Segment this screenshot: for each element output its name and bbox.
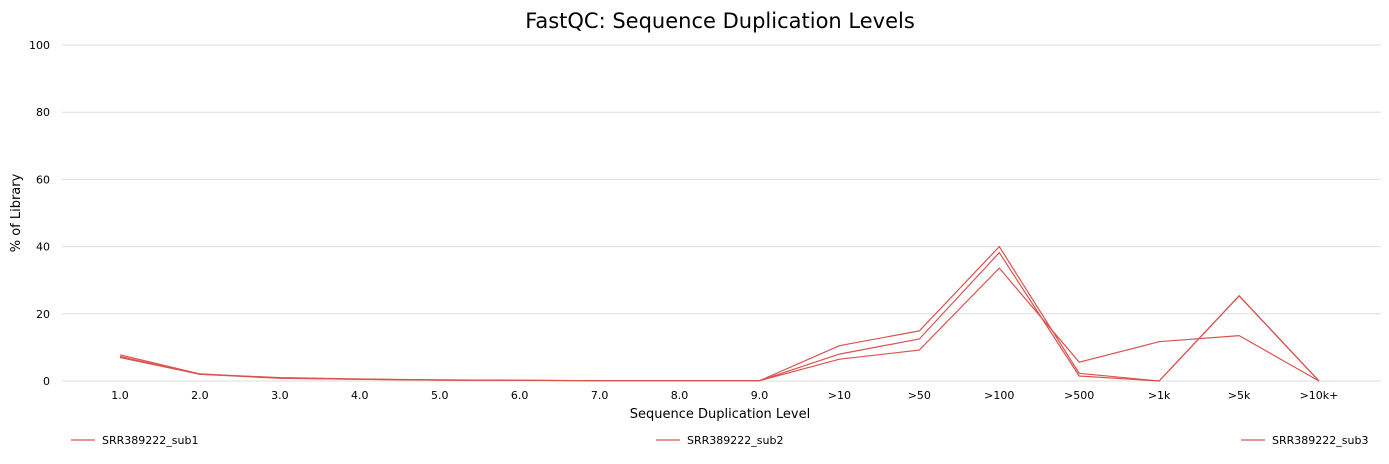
x-tick-label: 9.0: [751, 389, 769, 402]
y-tick-label: 20: [36, 308, 50, 321]
y-tick-label: 60: [36, 173, 50, 186]
x-tick-label: >10: [828, 389, 851, 402]
x-tick-label: >5k: [1228, 389, 1251, 402]
x-tick-label: 1.0: [111, 389, 129, 402]
y-tick-label: 80: [36, 106, 50, 119]
y-axis-title: % of Library: [9, 173, 24, 252]
grid-lines: [62, 44, 1381, 382]
x-tick-label: 4.0: [351, 389, 369, 402]
x-tick-label: 2.0: [191, 389, 209, 402]
x-tick-label: >1k: [1148, 389, 1171, 402]
x-tick-label: >50: [908, 389, 931, 402]
legend-label: SRR389222_sub1: [102, 434, 198, 447]
legend-item-3[interactable]: SRR389222_sub3: [1241, 434, 1368, 447]
x-tick-label: 5.0: [431, 389, 449, 402]
x-tick-label: 7.0: [591, 389, 609, 402]
legend-item-1[interactable]: SRR389222_sub1: [71, 434, 198, 447]
legend-item-2[interactable]: SRR389222_sub2: [656, 434, 783, 447]
series-line-3: [119, 267, 1320, 382]
x-tick-label: >100: [984, 389, 1014, 402]
legend-label: SRR389222_sub3: [1272, 434, 1368, 447]
y-tick-label: 40: [36, 241, 50, 254]
legend: SRR389222_sub1 SRR389222_sub2 SRR389222_su…: [71, 434, 1368, 447]
legend-label: SRR389222_sub2: [687, 434, 783, 447]
y-tick-label: 100: [29, 39, 50, 52]
y-tick-label: 0: [43, 375, 50, 388]
y-axis-ticks: 0 20 40 60 80 100: [29, 39, 50, 388]
x-axis-ticks: 1.0 2.0 3.0 4.0 5.0 6.0 7.0 8.0 9.0 >10 >50 >100 >50…: [111, 389, 1338, 402]
x-axis-title: Sequence Duplication Level: [630, 407, 810, 422]
chart-title: FastQC: Sequence Duplication Levels: [525, 9, 915, 33]
x-tick-label: >500: [1064, 389, 1094, 402]
x-tick-label: 3.0: [271, 389, 289, 402]
x-tick-label: >10k+: [1300, 389, 1339, 402]
x-tick-label: 8.0: [671, 389, 689, 402]
x-tick-label: 6.0: [511, 389, 529, 402]
series-line-1: [119, 251, 1320, 382]
series-lines: [119, 245, 1320, 382]
